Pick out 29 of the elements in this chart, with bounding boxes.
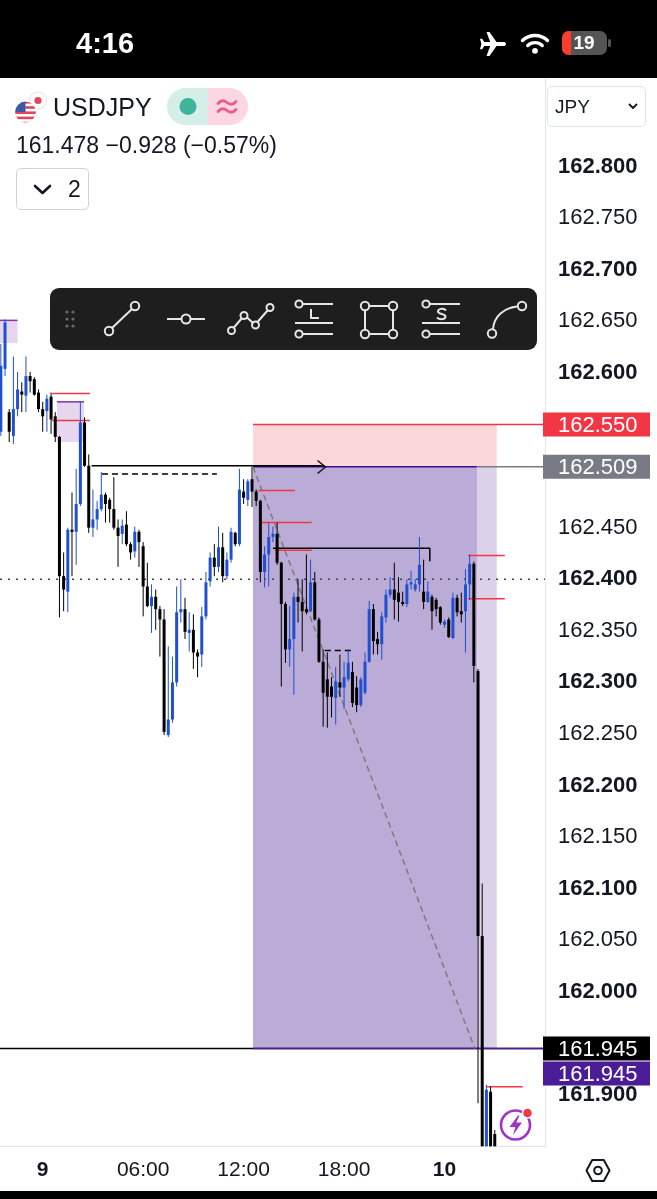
y-tick-label: 162.700 [558, 255, 638, 281]
x-tick-label: 12:00 [217, 1156, 270, 1180]
y-tick-label: 162.100 [558, 874, 638, 900]
ref-line-label: 161.945 [558, 1035, 638, 1061]
y-tick-label: 162.200 [558, 771, 638, 797]
y-tick-label: 162.250 [558, 720, 638, 746]
y-tick-label: 162.000 [558, 977, 638, 1003]
y-tick-label: 162.400 [558, 565, 638, 591]
x-tick-label: 06:00 [116, 1156, 170, 1180]
text: JPY [555, 96, 590, 117]
y-tick-label: 162.450 [558, 513, 638, 539]
y-tick-label: 162.050 [558, 926, 638, 952]
data-label: 162.550 [558, 411, 638, 437]
y-tick-label: 162.350 [558, 616, 638, 642]
annotation: 2 [68, 176, 81, 202]
text: 161.478 −0.928 (−0.57%) [16, 132, 277, 158]
y-tick-label: 162.150 [558, 823, 638, 849]
y-tick-label: 162.800 [558, 152, 638, 178]
x2-tick-label: 10 [432, 1156, 457, 1180]
y-tick-label: 162.600 [558, 359, 638, 385]
text: 19 [562, 32, 606, 53]
text: USDJPY [53, 93, 152, 121]
x2-tick-label: 9 [36, 1156, 49, 1180]
y-tick-label: 162.650 [558, 307, 638, 333]
y-tick-label: 162.300 [558, 668, 638, 694]
x-tick-label: 18:00 [317, 1156, 371, 1180]
text: 4:16 [76, 27, 135, 59]
data-label: 162.509 [558, 453, 638, 479]
y-tick-label: 162.750 [558, 204, 638, 230]
